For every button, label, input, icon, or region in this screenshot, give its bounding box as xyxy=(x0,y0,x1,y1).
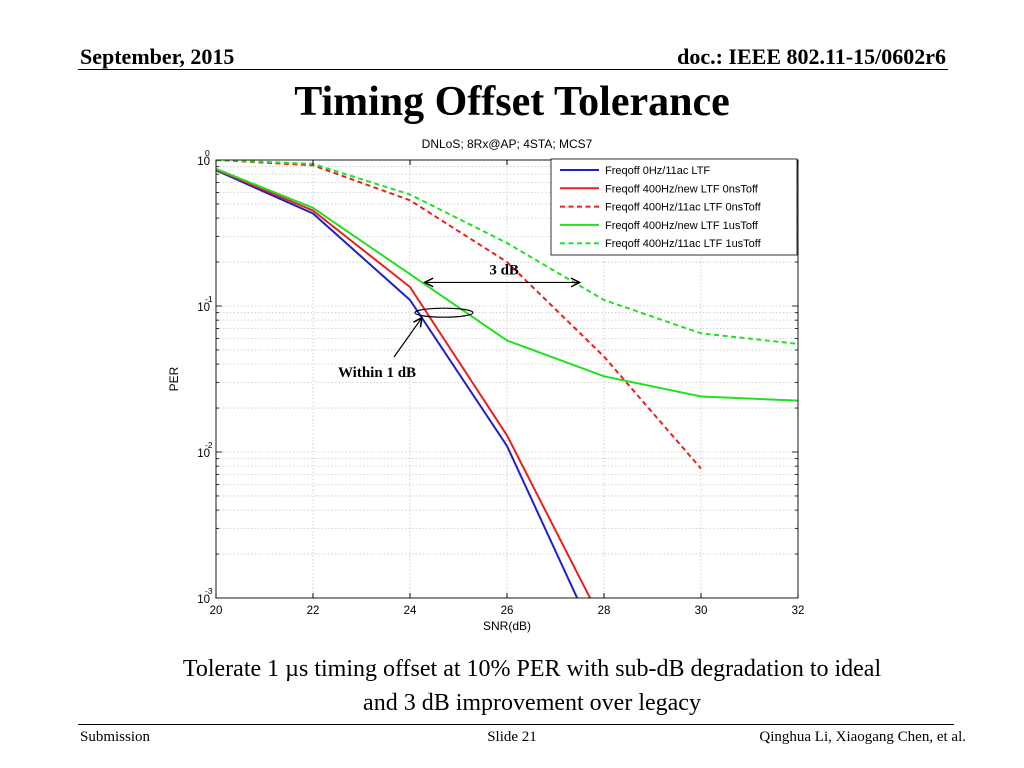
legend: Freqoff 0Hz/11ac LTF Freqoff 400Hz/new LT… xyxy=(550,158,798,256)
within-1db-ellipse xyxy=(414,307,474,318)
footer-rule xyxy=(78,724,954,725)
footer-slide-number: Slide 21 xyxy=(487,729,537,745)
series-line-1 xyxy=(216,169,579,598)
legend-label-4: Freqoff 400Hz/new LTF 1usToff xyxy=(605,220,759,232)
y-tick-label: 10 xyxy=(197,302,210,314)
legend-box xyxy=(550,158,798,256)
y-axis-label: PER xyxy=(167,366,181,391)
legend-label-1: Freqoff 0Hz/11ac LTF xyxy=(605,165,710,177)
x-tick-label: 28 xyxy=(598,605,611,617)
header-doc-id: doc.: IEEE 802.11-15/0602r6 xyxy=(677,44,946,69)
x-tick-label: 26 xyxy=(501,605,514,617)
x-tick-label: 20 xyxy=(210,605,223,617)
footer-authors: Qinghua Li, Xiaogang Chen, et al. xyxy=(759,729,966,745)
annotations: 3 dB Within 1 dB xyxy=(338,262,580,381)
x-tick-label: 22 xyxy=(307,605,320,617)
y-tick-exponent: -1 xyxy=(205,294,213,304)
x-tick-label: 30 xyxy=(695,605,708,617)
y-tick-label: 10 xyxy=(197,594,210,606)
slide-title: Timing Offset Tolerance xyxy=(294,79,730,125)
x-axis-label: SNR(dB) xyxy=(483,619,531,633)
chart-title: DNLoS; 8Rx@AP; 4STA; MCS7 xyxy=(422,137,593,151)
series-line-2 xyxy=(216,168,592,598)
y-tick-label: 10 xyxy=(197,156,210,168)
y-tick-label: 10 xyxy=(197,448,210,460)
legend-label-2: Freqoff 400Hz/new LTF 0nsToff xyxy=(605,183,759,195)
y-tick-exponent: 0 xyxy=(205,148,210,158)
header-rule xyxy=(78,69,948,70)
caption-line-2: and 3 dB improvement over legacy xyxy=(363,690,701,716)
legend-label-3: Freqoff 400Hz/11ac LTF 0nsToff xyxy=(605,202,762,214)
series-line-4 xyxy=(216,167,798,402)
legend-label-5: Freqoff 400Hz/11ac LTF 1usToff xyxy=(605,238,762,250)
caption-line-1: Tolerate 1 µs timing offset at 10% PER w… xyxy=(182,656,882,682)
x-tick-label: 32 xyxy=(792,605,805,617)
header-date: September, 2015 xyxy=(80,44,235,69)
y-tick-exponent: -2 xyxy=(205,440,213,450)
within-1db-label: Within 1 dB xyxy=(338,365,416,381)
slide-caption: Tolerate 1 µs timing offset at 10% PER w… xyxy=(100,652,964,720)
y-tick-exponent: -3 xyxy=(205,586,213,596)
series-line-3 xyxy=(216,160,702,470)
three-db-label: 3 dB xyxy=(489,262,519,278)
within-1db-arrow xyxy=(393,318,422,358)
x-tick-label: 24 xyxy=(404,605,417,617)
footer-submission: Submission xyxy=(80,729,151,745)
